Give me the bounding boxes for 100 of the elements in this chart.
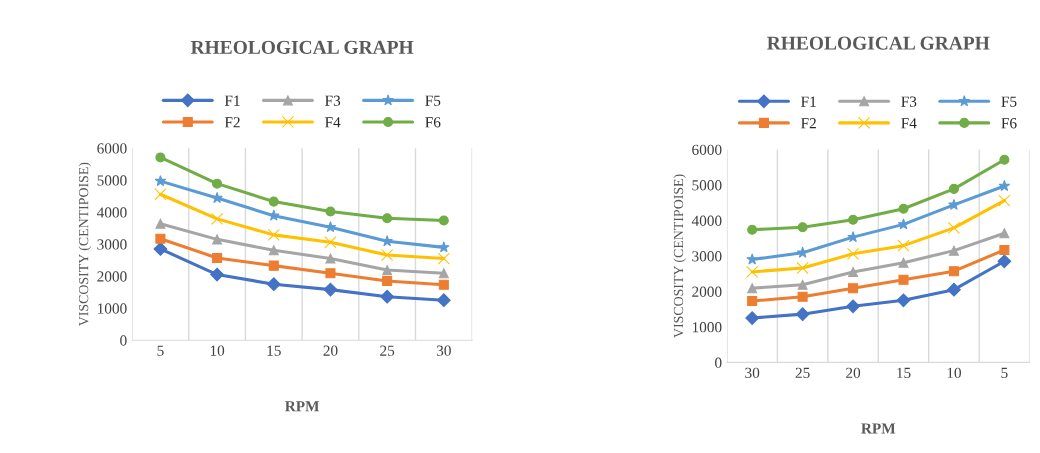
point: [154, 188, 167, 201]
point: [380, 289, 395, 304]
point: [848, 266, 859, 277]
point: [436, 293, 451, 308]
point: [999, 154, 1010, 165]
x-tick-label: 5: [1001, 367, 1008, 379]
point: [268, 245, 279, 256]
point: [846, 299, 860, 314]
legend-label: F5: [425, 95, 441, 106]
point: [848, 283, 859, 294]
x-tick-label: 30: [745, 367, 760, 379]
x-tick-label: 25: [795, 367, 810, 379]
y-tick-label: 5000: [97, 175, 127, 186]
legend-label: F6: [1001, 118, 1017, 129]
point: [212, 234, 223, 245]
y-tick-label: 1000: [98, 303, 127, 314]
point: [998, 179, 1011, 192]
point: [747, 283, 758, 294]
legend-label: F3: [325, 95, 341, 106]
chart-title: RHEOLOGICAL GRAPH: [190, 40, 414, 54]
y-tick-label: 2000: [692, 286, 722, 297]
legend-label: F3: [901, 96, 917, 107]
point: [212, 178, 223, 189]
point: [155, 218, 166, 229]
point: [947, 221, 961, 234]
legend-label: F2: [224, 117, 240, 128]
y-tick-label: 2000: [97, 271, 127, 282]
point: [155, 152, 166, 163]
point: [999, 228, 1010, 239]
point: [210, 267, 224, 282]
legend-label: F4: [901, 118, 917, 129]
legend-label: F4: [325, 117, 341, 128]
point: [382, 265, 393, 276]
point: [438, 268, 449, 279]
x-tick-label: 20: [323, 345, 338, 356]
point: [325, 253, 336, 264]
x-tick-label: 5: [157, 345, 164, 356]
y-axis-title: VISCOSITY (CENTIPOISE): [78, 162, 92, 327]
point: [948, 245, 959, 256]
x-tick-label: 10: [947, 367, 961, 379]
point: [797, 291, 808, 302]
point: [268, 196, 279, 207]
x-tick-label: 20: [846, 367, 861, 379]
point: [153, 242, 168, 256]
point: [746, 253, 758, 265]
point: [266, 277, 281, 292]
y-tick-label: 6000: [97, 143, 127, 154]
point: [795, 307, 810, 322]
x-tick-label: 10: [210, 345, 225, 356]
legend-label: F5: [1001, 96, 1017, 107]
point: [382, 213, 393, 224]
point: [999, 244, 1010, 255]
legend-label: F2: [801, 118, 816, 129]
point: [212, 252, 223, 263]
x-axis-title: RPM: [284, 401, 320, 412]
point: [381, 248, 394, 262]
point: [155, 233, 166, 244]
chart-title: RHEOLOGICAL GRAPH: [767, 36, 990, 50]
x-tick-label: 15: [897, 367, 911, 379]
point: [154, 175, 167, 187]
point: [948, 183, 959, 194]
point: [211, 212, 224, 225]
y-axis-title: VISCOSITY (CENTIPOISE): [673, 174, 686, 338]
point: [898, 257, 909, 268]
point: [438, 241, 450, 253]
point: [948, 198, 960, 210]
x-axis-title: RPM: [861, 423, 896, 434]
point: [948, 266, 959, 277]
y-tick-label: 4000: [691, 215, 722, 226]
x-tick-label: 25: [380, 345, 395, 356]
point: [846, 247, 860, 260]
point: [997, 254, 1012, 269]
y-tick-label: 3000: [97, 239, 127, 250]
y-tick-label: 0: [120, 335, 127, 346]
point: [898, 274, 909, 285]
point: [896, 293, 911, 308]
point: [947, 282, 961, 297]
point: [438, 215, 449, 226]
point: [897, 239, 910, 252]
point: [797, 279, 808, 290]
y-tick-label: 1000: [692, 322, 722, 333]
point: [267, 228, 280, 241]
point: [437, 252, 450, 265]
y-tick-label: 0: [715, 357, 722, 368]
point: [324, 236, 337, 249]
point: [438, 279, 449, 290]
y-tick-label: 5000: [692, 180, 722, 191]
point: [747, 295, 758, 307]
point: [998, 194, 1011, 207]
point: [325, 206, 336, 217]
point: [746, 265, 759, 278]
point: [796, 261, 809, 275]
point: [382, 275, 393, 287]
y-tick-label: 4000: [96, 207, 127, 218]
x-tick-label: 30: [436, 345, 451, 356]
point: [848, 214, 859, 225]
point: [268, 260, 279, 271]
x-tick-label: 15: [267, 345, 281, 356]
y-tick-label: 3000: [692, 251, 722, 262]
legend-label: F1: [801, 96, 816, 107]
